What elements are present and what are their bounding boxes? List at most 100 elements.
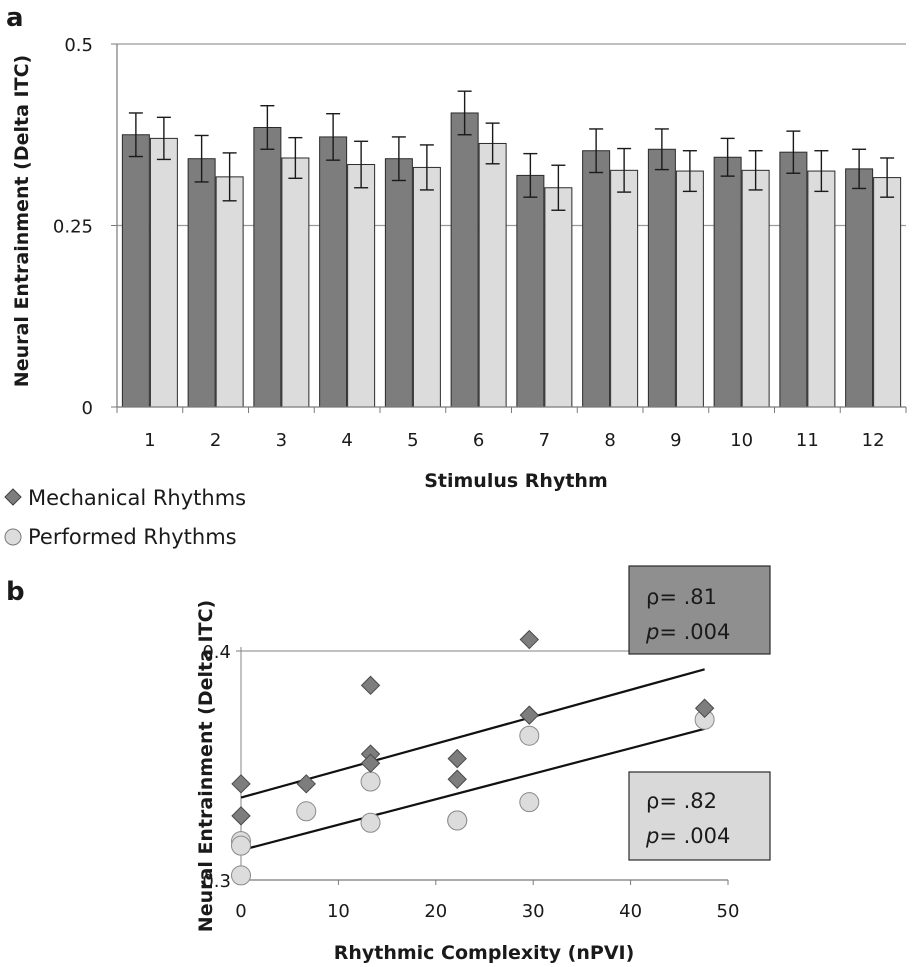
bar (582, 150, 611, 408)
bar-chart-x-tick-label: 8 (604, 430, 615, 451)
scatter-point-diamond (519, 705, 540, 725)
scatter-chart-y-tick-label: 0.3 (202, 871, 231, 892)
bar (779, 151, 808, 408)
scatter-point-circle (360, 771, 381, 792)
bar-chart-x-tick-label: 1 (144, 430, 155, 451)
bar (610, 169, 639, 408)
scatter-chart-y-tick-label: 0.4 (202, 642, 231, 663)
bar-chart-x-tick-label: 5 (407, 430, 418, 451)
annotation-mechanical-p: p= .004 (645, 620, 730, 644)
bar-chart-y-tick-label: 0.5 (64, 35, 93, 56)
legend-label-mechanical: Mechanical Rhythms (28, 486, 246, 510)
bar-chart-x-tick-label: 4 (341, 430, 352, 451)
bar (253, 126, 282, 408)
bar-chart-x-tick-label: 7 (539, 430, 550, 451)
bar-chart-y-tick-label: 0.25 (53, 217, 93, 238)
annotation-mechanical: ρ= .81 p= .004 (628, 565, 771, 655)
annotation-mechanical-rho: ρ= .81 (646, 585, 717, 609)
legend-label-performed: Performed Rhythms (28, 525, 237, 549)
bar (647, 148, 676, 408)
bar-chart-x-tick-label: 3 (276, 430, 287, 451)
scatter-point-circle (231, 835, 251, 856)
scatter-chart-x-tick-label: 50 (717, 901, 740, 922)
annotation-performed-box (628, 771, 771, 861)
bar-chart-bars (121, 112, 902, 408)
annotation-performed-p-letter: p (645, 824, 659, 848)
bar-chart-x-tick-label: 9 (670, 430, 681, 451)
scatter-chart-x-tick-label: 10 (327, 901, 350, 922)
bar (807, 170, 836, 408)
bar-chart-y-tick-label: 0 (82, 398, 93, 419)
bar (187, 158, 216, 408)
legend-diamond-marker (4, 488, 22, 506)
scatter-chart-x-axis-title: Rhythmic Complexity (nPVI) (334, 942, 635, 964)
bar-chart-x-tick-label: 10 (730, 430, 753, 451)
bar (675, 170, 704, 408)
scatter-chart-x-tick-labels: 0 10 20 30 40 50 (235, 901, 739, 922)
scatter-point-circle (447, 810, 468, 831)
scatter-chart-y-tick-labels: 0.3 0.4 (202, 642, 231, 892)
bar (281, 157, 310, 408)
bar (347, 164, 376, 408)
legend-item-mechanical: Mechanical Rhythms (4, 486, 246, 510)
scatter-chart-x-tick-label: 40 (619, 901, 642, 922)
annotation-mechanical-box (628, 565, 771, 655)
bar-chart-x-tick-label: 11 (796, 430, 819, 451)
scatter-point-circle (519, 792, 540, 813)
bar-chart-x-tick-label: 2 (210, 430, 221, 451)
trendline (240, 668, 705, 799)
scatter-chart-points (231, 629, 715, 886)
bar (319, 136, 348, 408)
scatter-chart: 0.3 0.4 0 10 20 30 40 50 Rhythmic Complexity (… (195, 600, 739, 964)
bar (544, 187, 573, 408)
bar (741, 169, 770, 408)
bar-chart: 00.250.5 1 2 3 4 5 6 7 8 9 10 11 12 Stimulus Rhythm… (11, 35, 907, 492)
panel-a-letter: a (6, 3, 24, 33)
panel-b-letter: b (6, 577, 25, 607)
bar (478, 142, 507, 408)
scatter-point-circle (360, 812, 381, 833)
bar (873, 177, 902, 408)
scatter-point-diamond (360, 753, 381, 773)
annotation-mechanical-p-letter: p (645, 620, 659, 644)
bar-chart-x-tick-label: 6 (473, 430, 484, 451)
annotation-performed: ρ= .82 p= .004 (628, 771, 771, 861)
bar (713, 156, 742, 408)
legend-circle-marker (4, 528, 22, 546)
annotation-performed-p: p= .004 (645, 824, 730, 848)
scatter-point-circle (231, 865, 251, 886)
scatter-point-diamond (519, 629, 540, 650)
bar (149, 137, 178, 408)
legend: Mechanical Rhythms Performed Rhythms (4, 486, 246, 549)
bar-chart-y-axis-title: Neural Entrainment (Delta ITC) (11, 55, 33, 387)
scatter-chart-x-tick-label: 0 (235, 901, 246, 922)
bar (450, 112, 479, 408)
bar (845, 168, 874, 408)
bar-chart-x-tick-label: 12 (862, 430, 885, 451)
trendline (240, 727, 705, 852)
bar-chart-y-tick-labels: 0 0.25 0.5 (53, 35, 93, 419)
bar-chart-x-axis-title: Stimulus Rhythm (424, 470, 608, 492)
scatter-point-diamond (231, 774, 251, 794)
scatter-chart-x-tick-label: 30 (522, 901, 545, 922)
scatter-point-circle (296, 801, 317, 822)
bar (516, 174, 545, 408)
bar (121, 134, 150, 408)
scatter-chart-x-tick-label: 20 (424, 901, 447, 922)
scatter-chart-trendlines (240, 668, 705, 852)
bar (384, 158, 413, 408)
bar-chart-x-tick-labels: 1 2 3 4 5 6 7 8 9 10 11 12 (144, 430, 884, 451)
scatter-point-diamond (231, 806, 251, 826)
bar (412, 166, 441, 408)
annotation-performed-p-value: = .004 (659, 824, 730, 848)
scatter-point-diamond (694, 698, 715, 718)
bar-chart-axes (111, 43, 907, 413)
annotation-performed-rho: ρ= .82 (646, 789, 717, 813)
scatter-point-diamond (447, 748, 467, 769)
bar-chart-gridlines (117, 43, 906, 227)
legend-item-performed: Performed Rhythms (4, 525, 237, 549)
scatter-point-circle (519, 725, 540, 746)
bar (215, 176, 244, 408)
scatter-point-diamond (296, 774, 316, 794)
